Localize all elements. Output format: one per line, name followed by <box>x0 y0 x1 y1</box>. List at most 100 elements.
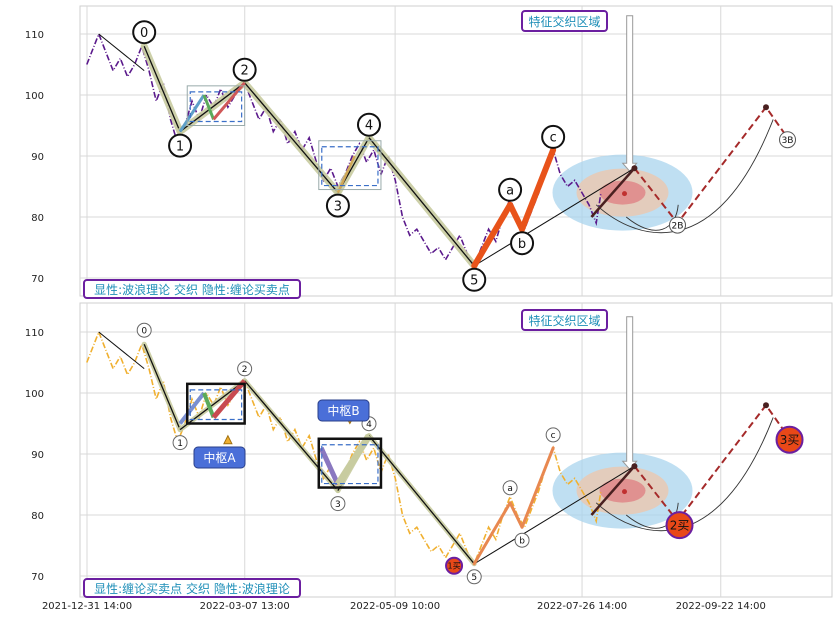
abc-wave-segment <box>507 201 526 233</box>
y-tick-label: 80 <box>31 213 44 224</box>
wave-point-label-circle <box>498 177 523 202</box>
wave-point-label-circle <box>325 193 350 218</box>
wave-point-label-circle <box>545 427 561 443</box>
wave-zigzag-segment <box>244 380 339 492</box>
wave-zigzag-segment <box>143 45 181 132</box>
wave-zigzag-segment <box>368 137 475 267</box>
wave-point-label-circle <box>132 20 157 45</box>
wave-point-label: 1 <box>177 439 183 449</box>
x-tick-label: 2022-05-09 10:00 <box>350 601 440 612</box>
projection-node <box>631 463 638 470</box>
wave-point-label-circle <box>237 361 253 377</box>
zhongshu-inner-box <box>189 389 243 421</box>
y-tick-label: 80 <box>31 511 44 522</box>
trend-line <box>98 33 145 71</box>
wave-point-label: a <box>506 183 514 198</box>
top-zone-label-text: 特征交织区域 <box>528 14 600 29</box>
bottom-zone-label-box: 特征交织区域 <box>521 309 608 331</box>
wave-point-label: 1 <box>176 139 184 154</box>
buy-point-label: 1买 <box>448 562 461 571</box>
trend-line <box>473 465 635 565</box>
projection-point-label: 3B <box>782 136 794 146</box>
wave-point-label-circle <box>502 480 518 496</box>
abc-wave-segment <box>472 501 512 566</box>
wave-point-label-circle <box>357 112 382 137</box>
zhongshu-box <box>186 85 246 126</box>
wave-point-label-circle <box>541 124 566 149</box>
wave-point-label: 4 <box>365 118 373 133</box>
sub-wave-segment <box>336 155 356 194</box>
center-b-label-text: 中枢B <box>327 403 359 418</box>
buy-point-label-circle <box>445 556 464 575</box>
projection-lead-line <box>590 167 636 218</box>
bi-segment <box>178 391 206 425</box>
x-tick-label: 2022-07-26 14:00 <box>537 601 627 612</box>
zone-center-dot <box>622 191 628 197</box>
wave-zigzag-segment <box>179 82 246 133</box>
trend-line <box>473 167 635 267</box>
wave-point-label: c <box>550 131 557 146</box>
zhongshu-box <box>317 437 383 489</box>
zhongshu-inner-box <box>321 146 379 187</box>
zone-pointer-arrow <box>621 15 638 173</box>
wave-point-label: 5 <box>470 273 478 288</box>
wave-zigzag-segment <box>244 82 339 194</box>
y-tick-label: 100 <box>25 91 44 102</box>
bi-segment <box>211 379 247 420</box>
center-b-label-box: 中枢B <box>317 399 370 422</box>
zhongshu-box <box>318 140 382 191</box>
wave-point-label-circle <box>232 57 257 82</box>
sub-wave-segment <box>212 81 246 121</box>
top-panel-frame <box>79 5 833 297</box>
center-a-label-box: 中枢A <box>193 446 246 469</box>
abc-wave-segment <box>519 146 557 233</box>
wave-point-label: c <box>551 431 556 441</box>
wave-point-label-circle <box>466 569 482 585</box>
abc-wave-segment <box>520 446 555 529</box>
sub-wave-segment <box>178 94 206 133</box>
projection-arc-small <box>625 502 679 529</box>
zone-center-dot <box>622 489 628 495</box>
wave-point-label: 3 <box>335 500 341 510</box>
projection-node <box>763 104 769 111</box>
buy-point-label: 3买 <box>780 433 800 447</box>
wave-point-label: b <box>518 237 526 252</box>
projection-dashed-path <box>633 105 789 225</box>
projection-point-label-circle <box>779 131 797 149</box>
wave-zigzag-segment <box>368 435 475 565</box>
projection-arc-small <box>625 204 679 231</box>
y-tick-label: 70 <box>31 274 44 285</box>
x-tick-label: 2022-03-07 13:00 <box>200 601 290 612</box>
wave-point-label: a <box>507 484 513 494</box>
bottom-caption-text: 显性:缠论买卖点 交织 隐性:波浪理论 <box>94 581 290 596</box>
x-tick-label: 2021-12-31 14:00 <box>42 601 132 612</box>
y-tick-label: 100 <box>25 389 44 400</box>
x-tick-label: 2022-09-22 14:00 <box>676 601 766 612</box>
top-caption-text: 显性:波浪理论 交织 隐性:缠论买卖点 <box>94 282 290 297</box>
wave-point-label: 5 <box>471 573 477 583</box>
y-tick-label: 90 <box>31 450 44 461</box>
wave-point-label-circle <box>168 133 193 158</box>
wave-point-label: 0 <box>141 326 147 336</box>
bottom-caption-box: 显性:缠论买卖点 交织 隐性:波浪理论 <box>83 578 301 598</box>
projection-node <box>631 165 638 172</box>
abc-wave-segment <box>471 201 514 269</box>
abc-wave-segment <box>508 501 524 529</box>
wave-point-label-circle <box>510 231 535 256</box>
trend-line <box>98 331 145 369</box>
wave-point-label-circle <box>136 322 152 338</box>
bi-segment <box>318 446 341 486</box>
zhongshu-inner-box <box>321 444 379 485</box>
zhongshu-inner-box <box>189 91 243 123</box>
wave-point-label: b <box>519 536 525 546</box>
wave-point-label-circle <box>330 496 346 512</box>
buy-point-label-circle <box>665 511 694 540</box>
sub-wave-segment <box>202 94 215 120</box>
zone-layer <box>552 15 693 529</box>
wave-point-label-circle <box>514 532 530 548</box>
bottom-zone-label-text: 特征交织区域 <box>528 313 600 328</box>
bi-segment <box>334 433 372 487</box>
top-caption-box: 显性:波浪理论 交织 隐性:缠论买卖点 <box>83 279 301 299</box>
